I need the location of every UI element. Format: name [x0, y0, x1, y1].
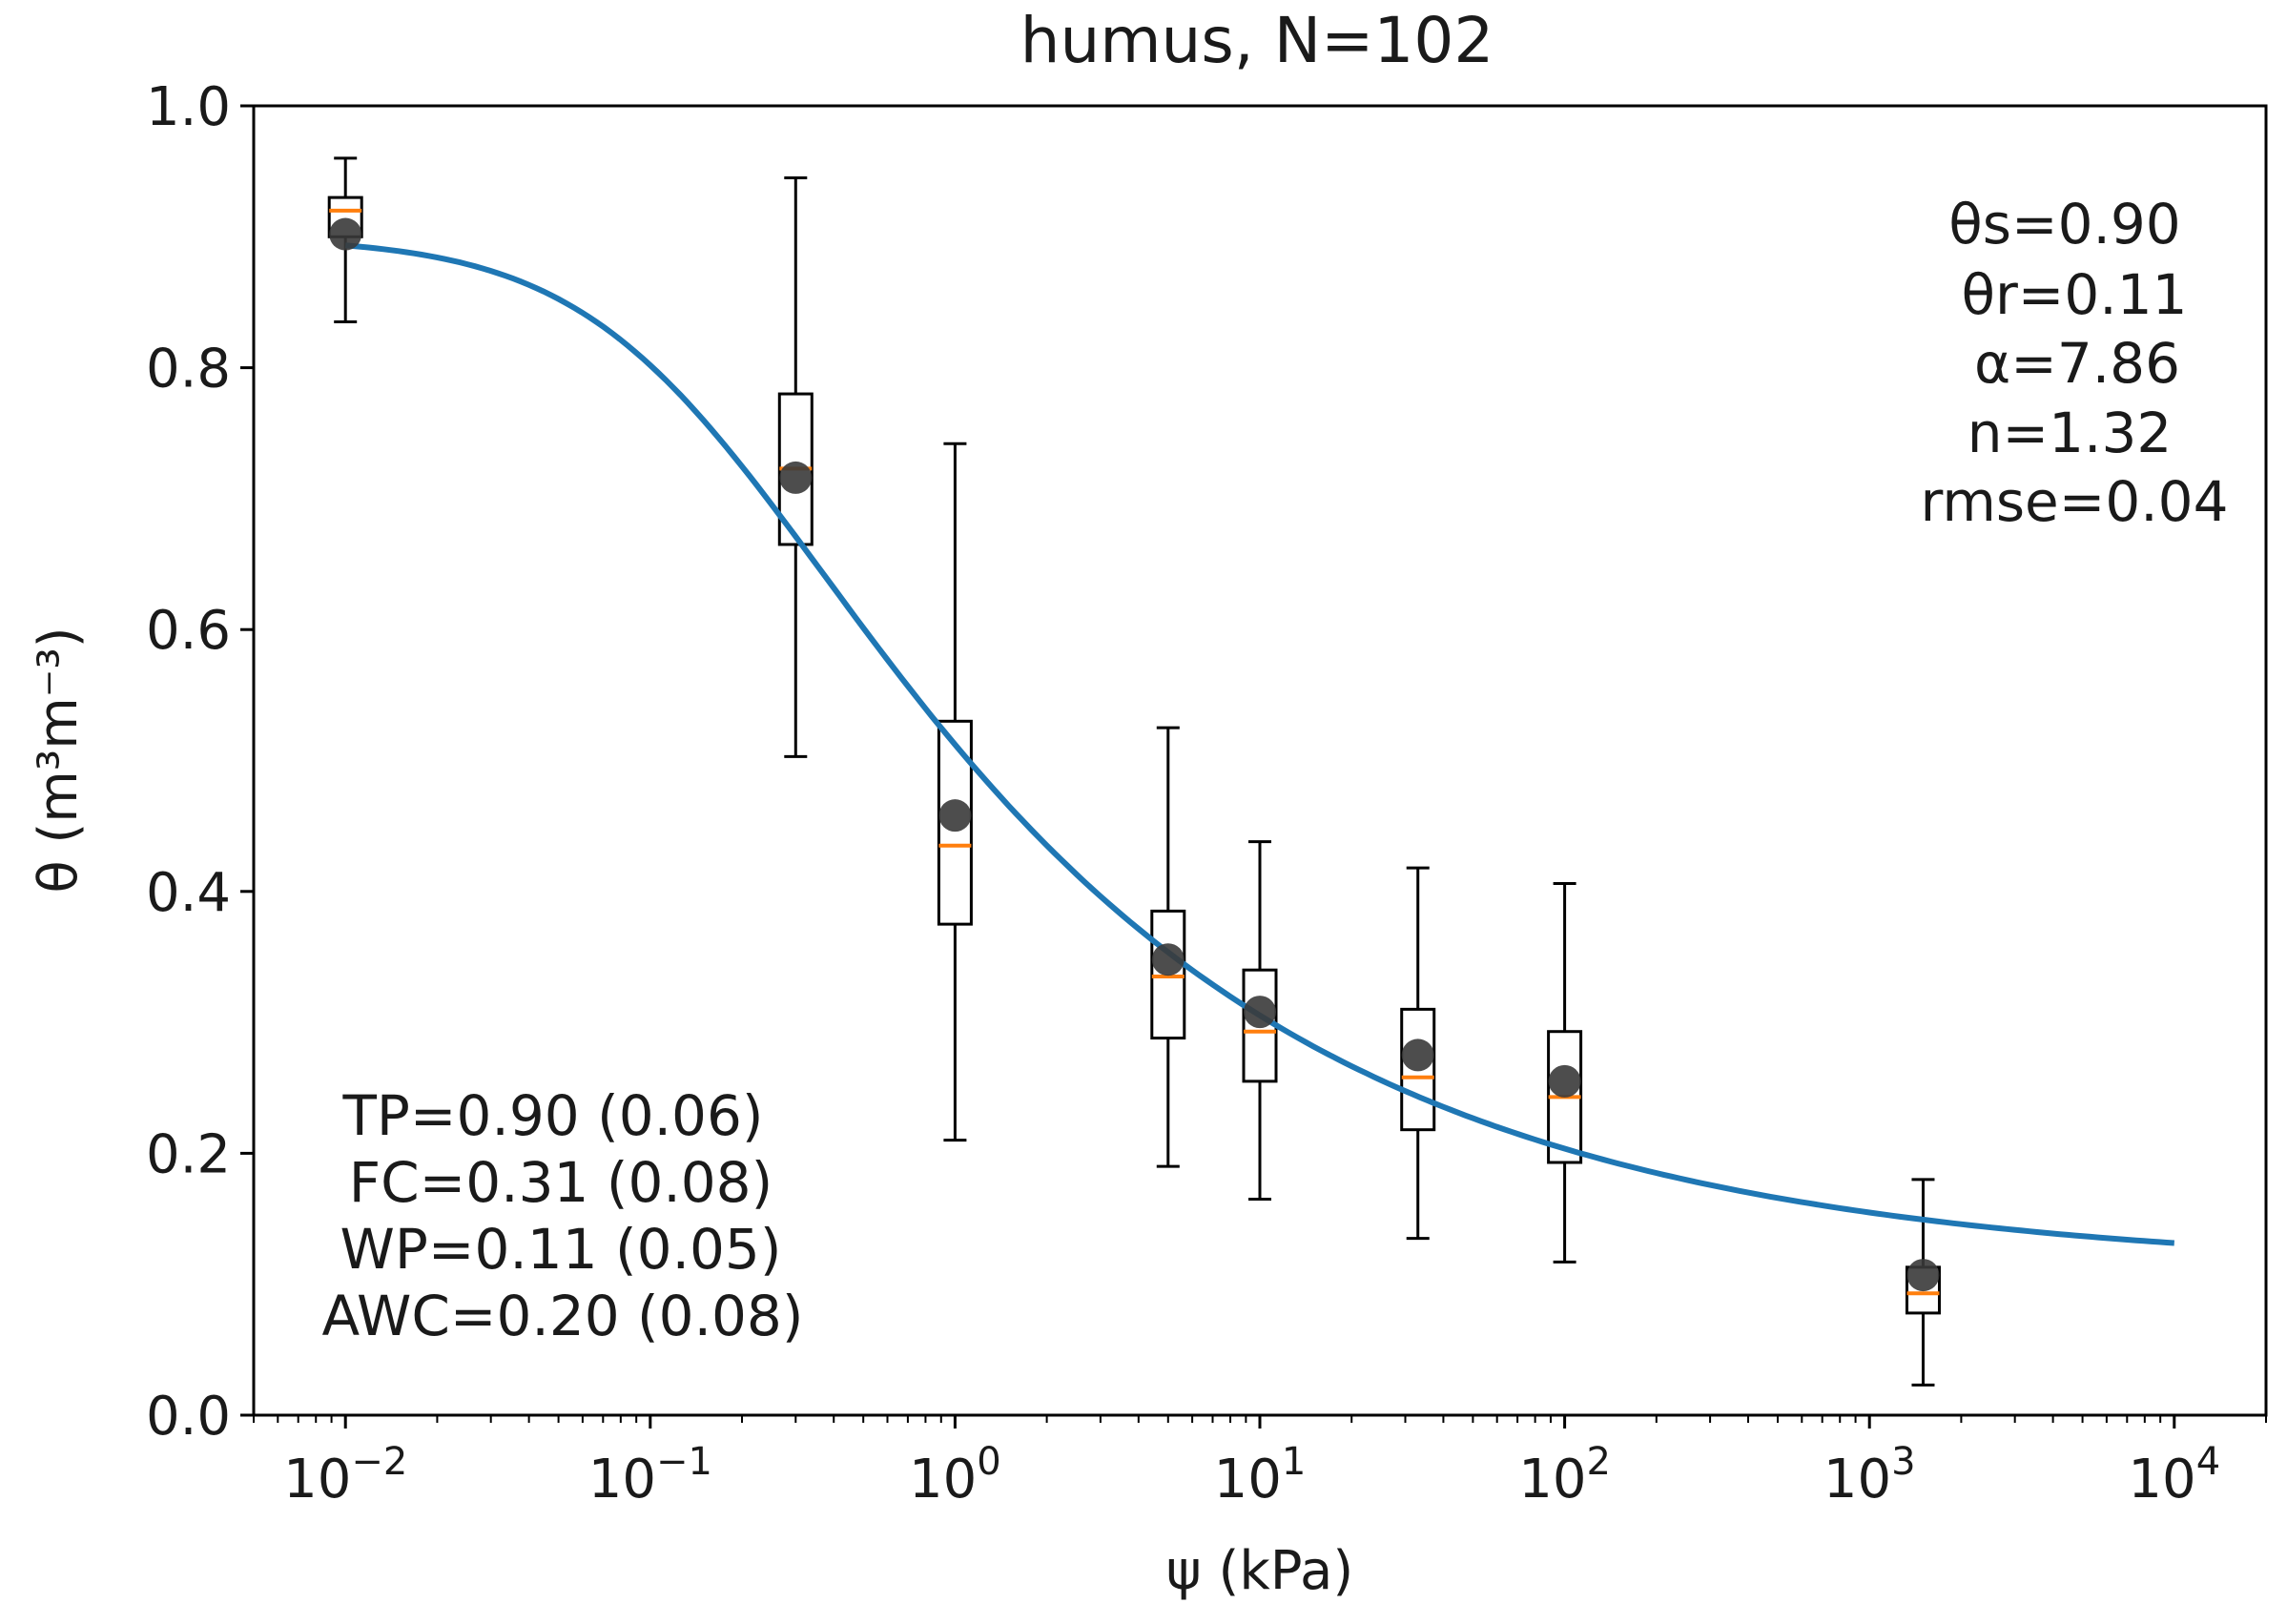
awc-label: AWC=0.20 (0.08) [322, 1284, 804, 1348]
x-tick-label: 104 [2128, 1440, 2220, 1511]
x-tick-label: 10−1 [588, 1440, 712, 1511]
mean-marker [1151, 943, 1185, 976]
x-tick-label: 101 [1214, 1440, 1307, 1511]
mean-marker [938, 799, 972, 833]
y-axis-label: θ (m³m⁻³) [28, 627, 90, 893]
rmse-label: rmse=0.04 [1921, 469, 2229, 534]
chart-title: humus, N=102 [1020, 4, 1494, 77]
wp-label: WP=0.11 (0.05) [340, 1217, 782, 1282]
y-tick-labels: 0.0 0.2 0.4 0.6 0.8 1.0 [146, 76, 231, 1448]
mean-marker [1244, 996, 1276, 1029]
x-tick-labels: 10−2 10−1 100 101 102 103 104 [283, 1440, 2220, 1511]
theta-r-label: θr=0.11 [1961, 262, 2187, 327]
fit-stats-annotation: θs=0.90 θr=0.11 α=7.86 n=1.32 rmse=0.04 [1921, 192, 2229, 534]
x-tick-label: 103 [1823, 1440, 1916, 1511]
y-tick-label: 0.6 [146, 600, 231, 662]
mean-marker [1401, 1038, 1434, 1072]
fc-label: FC=0.31 (0.08) [349, 1150, 773, 1215]
mean-marker [329, 217, 362, 251]
mean-marker [1548, 1064, 1581, 1098]
mean-markers [329, 217, 1940, 1292]
y-tick-label: 0.0 [146, 1386, 231, 1448]
mean-marker [1906, 1259, 1940, 1292]
theta-s-label: θs=0.90 [1948, 192, 2180, 257]
y-tick-label: 0.8 [146, 339, 231, 401]
x-tick-label: 102 [1518, 1440, 1611, 1511]
y-tick-label: 1.0 [146, 76, 231, 138]
n-label: n=1.32 [1968, 401, 2173, 465]
tp-label: TP=0.90 (0.06) [342, 1083, 764, 1148]
axis-ticks [240, 104, 2267, 1429]
summary-stats-annotation: TP=0.90 (0.06) FC=0.31 (0.08) WP=0.11 (0… [322, 1083, 804, 1348]
x-tick-label: 100 [909, 1440, 1001, 1511]
x-axis-label: ψ (kPa) [1166, 1540, 1353, 1602]
y-tick-label: 0.2 [146, 1123, 231, 1185]
x-tick-label: 10−2 [283, 1440, 407, 1511]
y-tick-label: 0.4 [146, 862, 231, 924]
mean-marker [779, 461, 813, 494]
alpha-label: α=7.86 [1974, 331, 2180, 396]
